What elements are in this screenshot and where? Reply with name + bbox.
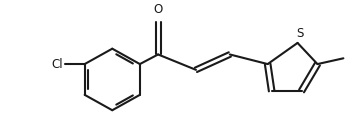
Text: Cl: Cl (51, 58, 63, 71)
Text: O: O (154, 3, 163, 16)
Text: S: S (296, 27, 303, 40)
